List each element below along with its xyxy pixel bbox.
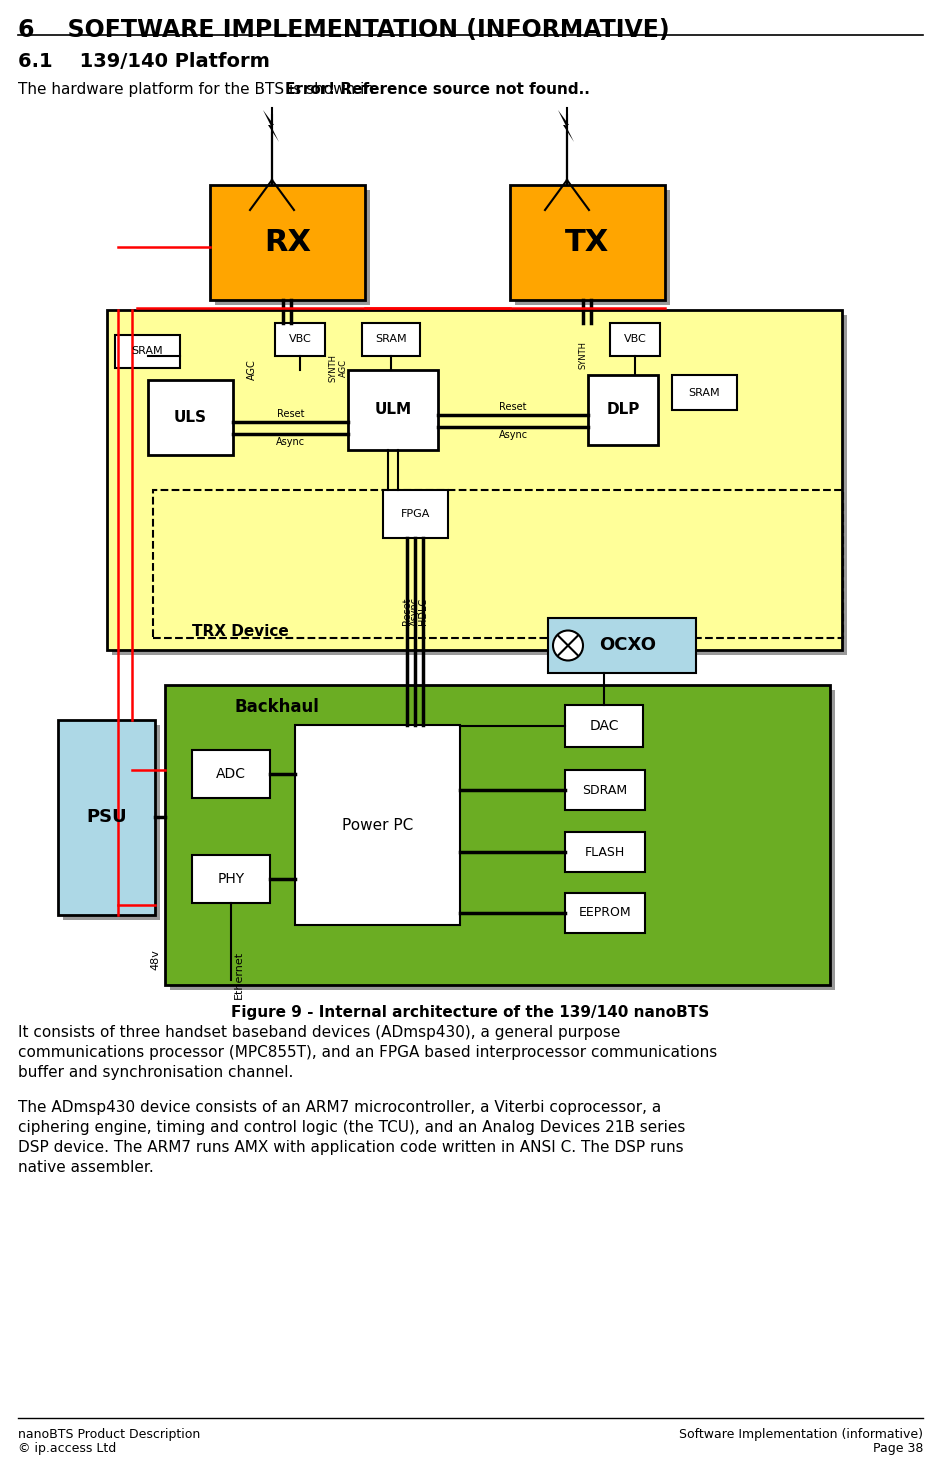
Bar bbox=[112, 315, 847, 654]
Text: PHY: PHY bbox=[217, 871, 245, 886]
Text: The hardware platform for the BTS is shown in: The hardware platform for the BTS is sho… bbox=[18, 82, 379, 97]
Text: SYNTH: SYNTH bbox=[579, 340, 587, 370]
Bar bbox=[107, 310, 842, 650]
Text: Async: Async bbox=[499, 430, 528, 440]
Bar bbox=[58, 720, 155, 915]
Bar bbox=[672, 376, 737, 409]
Bar bbox=[210, 185, 365, 299]
Text: OCXO: OCXO bbox=[599, 637, 657, 654]
Text: AGC: AGC bbox=[247, 359, 257, 380]
Text: 6.1    139/140 Platform: 6.1 139/140 Platform bbox=[18, 51, 270, 70]
Text: It consists of three handset baseband devices (ADmsp430), a general purpose: It consists of three handset baseband de… bbox=[18, 1025, 620, 1040]
Bar bbox=[362, 323, 420, 356]
Text: DSP device. The ARM7 runs AMX with application code written in ANSI C. The DSP r: DSP device. The ARM7 runs AMX with appli… bbox=[18, 1140, 683, 1155]
Text: 6    SOFTWARE IMPLEMENTATION (INFORMATIVE): 6 SOFTWARE IMPLEMENTATION (INFORMATIVE) bbox=[18, 18, 670, 43]
Text: DAC: DAC bbox=[589, 719, 619, 734]
Text: Software Implementation (informative): Software Implementation (informative) bbox=[679, 1427, 923, 1441]
Text: 48v: 48v bbox=[150, 949, 160, 971]
Polygon shape bbox=[263, 110, 279, 142]
Bar bbox=[610, 323, 660, 356]
Text: communications processor (MPC855T), and an FPGA based interprocessor communicati: communications processor (MPC855T), and … bbox=[18, 1045, 717, 1061]
Bar bbox=[63, 725, 160, 920]
Text: ULM: ULM bbox=[375, 402, 411, 418]
Bar bbox=[165, 685, 830, 984]
Bar bbox=[515, 191, 670, 305]
Text: VBC: VBC bbox=[624, 334, 646, 345]
Text: Backhaul: Backhaul bbox=[235, 698, 320, 716]
Text: TRX Device: TRX Device bbox=[192, 625, 289, 640]
Text: Reset: Reset bbox=[277, 409, 304, 420]
Text: ULS: ULS bbox=[174, 409, 207, 425]
Bar bbox=[348, 370, 438, 450]
Bar bbox=[383, 490, 448, 538]
Text: FLASH: FLASH bbox=[585, 845, 625, 858]
Bar bbox=[275, 323, 325, 356]
Text: EEPROM: EEPROM bbox=[579, 907, 631, 920]
Text: Ethernet: Ethernet bbox=[234, 951, 244, 999]
Text: Error! Reference source not found..: Error! Reference source not found.. bbox=[285, 82, 590, 97]
Bar bbox=[510, 185, 665, 299]
Bar bbox=[170, 689, 835, 990]
Text: VBC: VBC bbox=[289, 334, 311, 345]
Text: DLP: DLP bbox=[606, 402, 640, 418]
Text: Async: Async bbox=[276, 437, 305, 447]
Text: © ip.access Ltd: © ip.access Ltd bbox=[18, 1442, 117, 1455]
Bar bbox=[192, 750, 270, 798]
Bar bbox=[565, 893, 645, 933]
Text: PSU: PSU bbox=[87, 808, 127, 826]
Text: ADC: ADC bbox=[216, 767, 246, 780]
Text: AGC: AGC bbox=[339, 359, 347, 377]
Text: Reset: Reset bbox=[402, 597, 412, 625]
Text: SRAM: SRAM bbox=[689, 387, 720, 398]
Bar bbox=[148, 380, 233, 455]
Text: SRAM: SRAM bbox=[132, 346, 164, 356]
Text: SRAM: SRAM bbox=[375, 334, 407, 345]
Bar bbox=[548, 618, 696, 673]
Text: Power PC: Power PC bbox=[342, 817, 413, 832]
Text: native assembler.: native assembler. bbox=[18, 1160, 153, 1175]
Text: Async: Async bbox=[410, 597, 420, 626]
Bar bbox=[115, 334, 180, 368]
Text: Reset: Reset bbox=[500, 402, 527, 412]
Bar bbox=[565, 770, 645, 810]
Text: nanoBTS Product Description: nanoBTS Product Description bbox=[18, 1427, 200, 1441]
Bar bbox=[192, 855, 270, 904]
Bar bbox=[565, 706, 643, 747]
Text: ciphering engine, timing and control logic (the TCU), and an Analog Devices 21B : ciphering engine, timing and control log… bbox=[18, 1119, 685, 1135]
Polygon shape bbox=[558, 110, 574, 142]
Text: SDRAM: SDRAM bbox=[582, 783, 628, 797]
Bar bbox=[215, 191, 370, 305]
Text: Figure 9 - Internal architecture of the 139/140 nanoBTS: Figure 9 - Internal architecture of the … bbox=[231, 1005, 710, 1020]
Text: TX: TX bbox=[566, 227, 610, 257]
Circle shape bbox=[553, 631, 583, 660]
Text: FPGA: FPGA bbox=[401, 509, 430, 519]
Text: Page 38: Page 38 bbox=[872, 1442, 923, 1455]
Text: SYNTH: SYNTH bbox=[328, 354, 338, 381]
Bar bbox=[565, 832, 645, 871]
Text: buffer and synchronisation channel.: buffer and synchronisation channel. bbox=[18, 1065, 294, 1080]
Bar bbox=[295, 725, 460, 926]
Text: RX: RX bbox=[264, 227, 311, 257]
Bar bbox=[153, 490, 843, 638]
Bar bbox=[588, 376, 658, 445]
Text: The ADmsp430 device consists of an ARM7 microcontroller, a Viterbi coprocessor, : The ADmsp430 device consists of an ARM7 … bbox=[18, 1100, 662, 1115]
Text: HDLC: HDLC bbox=[418, 599, 428, 625]
